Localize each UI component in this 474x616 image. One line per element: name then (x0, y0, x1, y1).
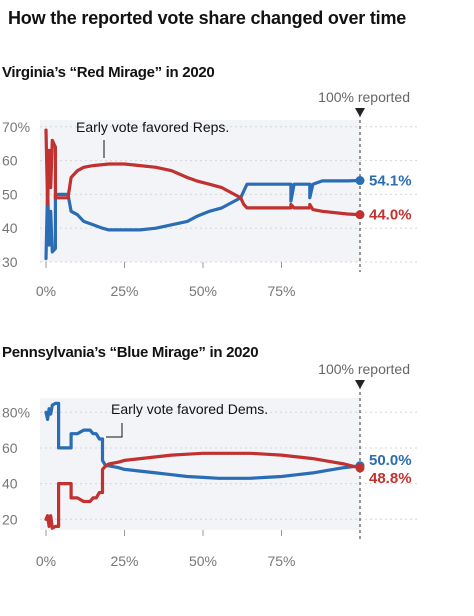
pennsylvania-annotation-leader (106, 423, 123, 438)
virginia-rep-end-label: 44.0% (369, 207, 412, 224)
pennsylvania-reported-label: 100% reported (318, 361, 410, 377)
virginia-dem-line (44, 178, 362, 261)
pennsylvania-y-tick-label: 40 (2, 476, 18, 492)
virginia-chart-title: Virginia’s “Red Mirage” in 2020 (2, 64, 215, 81)
virginia-rep-line (44, 128, 362, 217)
virginia-y-tick-label: 70% (2, 119, 30, 135)
pennsylvania-y-tick-label: 20 (2, 511, 18, 527)
virginia-y-tick-label: 60 (2, 153, 18, 169)
virginia-dem-end-point (355, 176, 365, 186)
pennsylvania-dem-end-label: 50.0% (369, 452, 412, 469)
pennsylvania-x-tick-label: 75% (267, 553, 295, 569)
virginia-chart: 30 40 50 60 70% 0% 25% 50% 75% 100% reported 54.1%… (2, 89, 420, 299)
pennsylvania-reported-marker (355, 380, 365, 389)
pennsylvania-x-tick-label: 0% (36, 553, 56, 569)
pennsylvania-y-tick-label: 60 (2, 440, 18, 456)
virginia-rep-end-point (355, 210, 365, 220)
pennsylvania-rep-line (44, 451, 362, 530)
pennsylvania-annotation: Early vote favored Dems. (111, 401, 268, 417)
pennsylvania-chart: 20 40 60 80% 0% 25% 50% 75% 100% reported 50.0%48… (2, 361, 420, 569)
virginia-x-tick-label: 50% (189, 283, 217, 299)
main-title: How the reported vote share changed over… (8, 8, 407, 28)
virginia-y-tick-label: 40 (2, 220, 18, 236)
virginia-y-tick-label: 50 (2, 186, 18, 202)
virginia-reported-marker (355, 108, 365, 117)
virginia-y-tick-label: 30 (2, 254, 18, 270)
virginia-dem-end-label: 54.1% (369, 173, 412, 190)
virginia-x-tick-label: 75% (267, 283, 295, 299)
pennsylvania-rep-end-point (355, 463, 365, 473)
virginia-x-tick-label: 25% (110, 283, 138, 299)
pennsylvania-y-tick-label: 80% (2, 404, 30, 420)
pennsylvania-plot-area (40, 398, 360, 530)
virginia-x-tick-label: 0% (36, 283, 56, 299)
virginia-plot-area (40, 120, 360, 262)
pennsylvania-chart-title: Pennsylvania’s “Blue Mirage” in 2020 (2, 344, 259, 361)
pennsylvania-x-tick-label: 50% (189, 553, 217, 569)
pennsylvania-rep-end-label: 48.8% (369, 470, 412, 487)
pennsylvania-x-tick-label: 25% (110, 553, 138, 569)
virginia-annotation: Early vote favored Reps. (76, 119, 229, 135)
virginia-reported-label: 100% reported (318, 89, 410, 105)
